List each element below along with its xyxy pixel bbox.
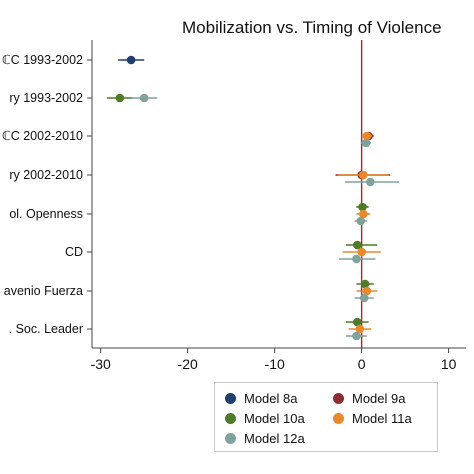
point-estimate <box>352 317 362 327</box>
category-label: avenio Fuerza <box>4 284 83 298</box>
legend-swatch <box>225 413 236 424</box>
point-estimate <box>355 324 365 334</box>
point-estimate <box>359 209 368 219</box>
point-estimate <box>352 254 361 264</box>
point-estimate <box>362 131 372 141</box>
category-label: CD <box>65 245 83 259</box>
point-estimate <box>358 202 367 212</box>
legend-swatch <box>333 413 344 424</box>
x-tick-label: 10 <box>441 356 457 372</box>
point-estimate <box>359 170 368 180</box>
category-label-layer: ℂC 1993-2002 ry 1993-2002 ℂC 2002-2010 ry 2… <box>2 53 92 336</box>
legend-item: Model 10a <box>225 411 305 426</box>
point-estimate <box>115 93 125 103</box>
x-tick-layer: -30 -20 -10 0 10 <box>91 348 457 372</box>
point-estimate <box>360 279 370 289</box>
point-estimate <box>352 331 361 341</box>
category-label: ℂC 2002-2010 <box>2 129 83 143</box>
point-estimate <box>352 240 362 250</box>
x-tick-label: 0 <box>358 356 366 372</box>
legend-item: Model 8a <box>225 391 297 406</box>
point-estimate <box>361 138 371 148</box>
point-estimate <box>362 286 372 296</box>
legend-label: Model 12a <box>244 431 305 446</box>
category-label: ℂC 1993-2002 <box>2 53 83 67</box>
legend-item: Model 9a <box>333 391 405 406</box>
legend-label: Model 9a <box>352 391 406 406</box>
legend: Model 8a Model 9a Model 10a Model 11a Model … <box>214 382 438 452</box>
x-tick-label: -30 <box>91 356 111 372</box>
legend-swatch <box>225 433 236 444</box>
plot-frame <box>91 40 466 349</box>
point-estimate <box>126 55 136 65</box>
legend-swatch <box>225 393 236 404</box>
marks-layer <box>106 55 400 341</box>
point-estimate <box>366 177 375 187</box>
category-label: ol. Openness <box>9 207 83 221</box>
legend-swatch <box>333 393 344 404</box>
point-estimate <box>359 293 369 303</box>
point-estimate <box>139 93 149 103</box>
point-estimate <box>356 216 366 226</box>
category-label: ry 1993-2002 <box>9 91 83 105</box>
legend-label: Model 10a <box>244 411 305 426</box>
x-tick-label: -10 <box>265 356 285 372</box>
x-tick-label: -20 <box>178 356 198 372</box>
point-estimate <box>357 247 366 257</box>
legend-item: Model 12a <box>225 431 305 446</box>
chart-title: Mobilization vs. Timing of Violence <box>182 18 442 37</box>
legend-label: Model 8a <box>244 391 298 406</box>
legend-label: Model 11a <box>352 411 412 426</box>
legend-item: Model 11a <box>333 411 412 426</box>
category-label: ry 2002-2010 <box>9 168 83 182</box>
category-label: . Soc. Leader <box>9 322 83 336</box>
